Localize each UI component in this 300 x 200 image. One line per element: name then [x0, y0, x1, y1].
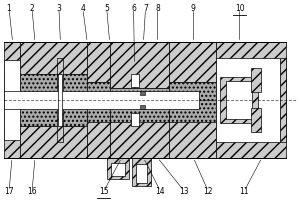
Bar — [140, 91, 145, 95]
Bar — [251, 108, 261, 132]
Text: 8: 8 — [155, 4, 160, 13]
Bar — [4, 91, 199, 109]
Bar — [216, 58, 280, 142]
Text: 15: 15 — [99, 187, 109, 196]
Bar — [216, 42, 286, 82]
Text: 9: 9 — [191, 4, 196, 13]
Bar — [251, 68, 261, 92]
Bar — [4, 60, 20, 140]
Text: 7: 7 — [143, 4, 148, 13]
Bar — [20, 74, 87, 126]
Text: 16: 16 — [27, 187, 37, 196]
Bar — [220, 77, 257, 123]
Bar — [110, 42, 170, 88]
Bar — [110, 112, 170, 158]
Bar — [169, 82, 216, 122]
Bar — [20, 126, 87, 158]
Text: 3: 3 — [56, 4, 61, 13]
Bar — [110, 88, 170, 122]
Bar — [87, 118, 110, 158]
Bar — [136, 164, 147, 183]
Bar — [169, 42, 216, 82]
Text: 12: 12 — [203, 187, 213, 196]
Text: 6: 6 — [131, 4, 136, 13]
Bar — [130, 113, 139, 126]
Text: 17: 17 — [4, 187, 14, 196]
Text: 11: 11 — [239, 187, 249, 196]
Bar — [58, 74, 62, 126]
Text: 1: 1 — [7, 4, 11, 13]
Bar — [4, 42, 20, 158]
Bar — [226, 81, 251, 119]
Bar — [20, 42, 87, 74]
Text: 13: 13 — [179, 187, 189, 196]
Bar — [169, 118, 216, 158]
Bar — [87, 82, 110, 122]
Bar — [87, 42, 110, 82]
Bar — [132, 158, 152, 186]
Text: 10: 10 — [235, 4, 244, 13]
Bar — [280, 58, 286, 142]
Bar — [57, 58, 63, 142]
Bar — [216, 118, 286, 158]
Text: 2: 2 — [30, 4, 34, 13]
Text: 14: 14 — [156, 187, 165, 196]
Bar — [140, 105, 145, 109]
Bar — [130, 74, 139, 87]
Text: 5: 5 — [104, 4, 109, 13]
Bar — [216, 82, 286, 122]
Text: 4: 4 — [80, 4, 85, 13]
Bar — [111, 163, 124, 176]
Bar — [107, 158, 129, 179]
